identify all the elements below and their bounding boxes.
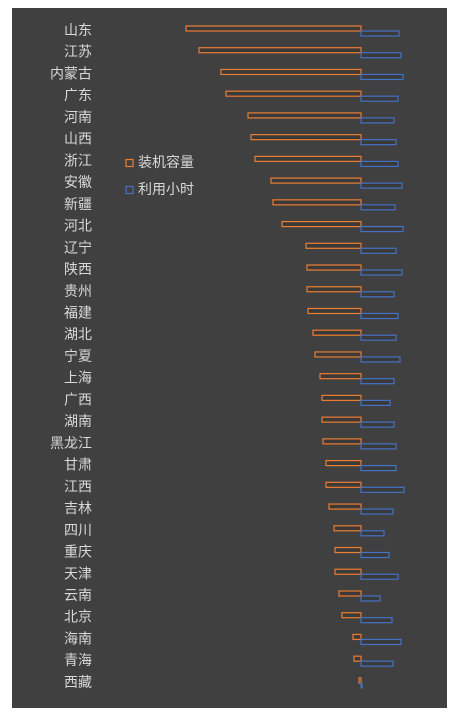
category-label: 北京 [64,610,92,626]
legend-label: 利用小时 [138,182,194,198]
category-label: 辽宁 [64,239,92,256]
category-label: 天津 [64,566,92,582]
hours-bar [360,421,395,428]
category-label: 上海 [64,371,92,387]
hours-bar [360,508,394,515]
capacity-bar [353,655,362,662]
hours-bar [360,247,397,254]
category-label: 河南 [64,110,92,126]
capacity-bar [352,633,362,641]
hours-bar [360,617,393,624]
capacity-bar [220,68,362,76]
capacity-bar [334,568,362,575]
hours-bar [360,139,397,146]
category-label: 宁夏 [64,348,92,365]
hours-bar [360,73,404,81]
hours-bar [360,638,402,646]
hours-bar [360,160,399,167]
category-label: 福建 [64,305,92,321]
category-label: 西藏 [64,675,92,691]
category-label: 青海 [64,653,92,669]
hours-bar [360,356,401,363]
hours-bar [360,182,403,189]
hours-bar [360,95,399,102]
capacity-bar [306,286,362,293]
hours-bar [360,443,397,450]
capacity-bar [334,546,362,554]
category-label: 山东 [64,23,92,39]
category-label: 广西 [64,392,92,408]
category-label: 云南 [64,588,92,604]
category-label: 湖北 [64,327,92,343]
capacity-bar [321,416,362,423]
category-label: 四川 [64,523,92,539]
capacity-bar [312,329,362,336]
hours-bar [360,269,403,276]
hours-bar [360,551,390,559]
hours-bar [360,573,399,580]
category-label: 吉林 [64,501,92,517]
capacity-bar [305,242,362,249]
capacity-bar [321,394,362,402]
category-label: 江西 [64,479,92,495]
capacity-bar [341,612,362,619]
capacity-bar [325,481,362,488]
capacity-bar [307,307,362,315]
hours-bar [360,30,400,37]
hours-bar [360,399,391,407]
capacity-bar [247,112,362,119]
category-label: 贵州 [64,284,92,300]
hours-bar [360,117,395,124]
hours-bar [360,682,363,689]
capacity-bar [225,90,362,97]
category-label: 重庆 [64,545,92,561]
capacity-bar [314,351,362,358]
category-label: 黑龙江 [50,436,92,452]
legend-label: 装机容量 [138,154,194,171]
legend-swatch [125,185,134,195]
category-label: 湖南 [64,414,92,430]
category-label: 广东 [64,88,92,104]
hours-bar [360,204,396,211]
hours-bar [360,334,397,341]
hours-bar [360,530,385,537]
capacity-bar [319,373,362,380]
capacity-bar [322,438,362,445]
capacity-bar [281,220,362,228]
hours-bar [360,660,394,667]
category-label: 陕西 [64,262,92,278]
category-label: 甘肃 [64,458,92,474]
capacity-bar [338,590,362,597]
category-label: 山西 [64,132,92,148]
category-label: 浙江 [64,153,92,169]
hours-bar [360,291,395,298]
category-label: 新疆 [64,197,92,213]
capacity-bar [185,25,362,32]
capacity-bar [270,177,362,184]
hours-bar [360,378,395,385]
hours-bar [360,52,402,59]
capacity-bar [250,134,362,141]
category-label: 江苏 [64,45,92,61]
capacity-bar [328,503,362,510]
hours-bar [360,465,397,472]
capacity-bar [272,199,362,206]
hours-bar [360,312,399,320]
capacity-bar [358,677,362,684]
category-label: 河北 [64,219,92,235]
category-label: 安徽 [64,175,92,191]
legend-swatch [125,158,134,168]
hours-bar [360,225,404,233]
category-label: 海南 [64,631,92,647]
capacity-bar [325,460,362,467]
capacity-bar [198,47,362,54]
capacity-bar [254,155,362,162]
hours-bar [360,486,405,493]
hours-bar [360,595,381,602]
capacity-bar [333,525,362,532]
capacity-bar [306,264,362,271]
category-label: 内蒙古 [50,66,92,82]
